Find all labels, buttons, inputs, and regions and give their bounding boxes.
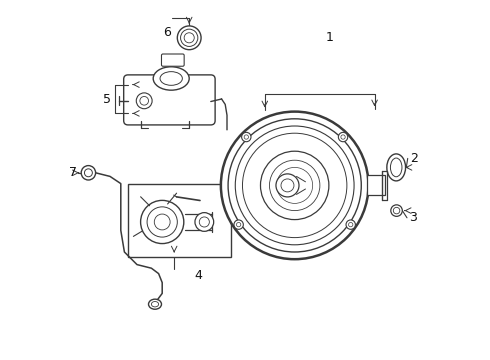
Circle shape	[140, 96, 148, 105]
Ellipse shape	[148, 299, 162, 309]
Circle shape	[261, 151, 329, 220]
Circle shape	[136, 93, 152, 109]
Circle shape	[348, 222, 353, 227]
Circle shape	[270, 160, 320, 211]
Circle shape	[141, 201, 184, 244]
Circle shape	[391, 205, 402, 216]
Circle shape	[147, 207, 177, 237]
Text: 2: 2	[410, 152, 418, 165]
Text: 4: 4	[194, 269, 202, 282]
Circle shape	[346, 220, 355, 229]
FancyBboxPatch shape	[162, 54, 184, 66]
Circle shape	[84, 169, 92, 177]
Circle shape	[277, 167, 313, 203]
Circle shape	[180, 29, 198, 46]
Circle shape	[244, 135, 248, 139]
Ellipse shape	[391, 158, 402, 177]
Circle shape	[184, 33, 194, 43]
Bar	[367, 175, 385, 195]
Ellipse shape	[153, 67, 189, 90]
Circle shape	[228, 119, 361, 252]
Circle shape	[195, 213, 214, 231]
Circle shape	[81, 166, 96, 180]
Ellipse shape	[387, 154, 406, 181]
Circle shape	[177, 26, 201, 50]
Circle shape	[242, 132, 251, 142]
Ellipse shape	[151, 302, 159, 307]
Text: 7: 7	[69, 166, 77, 179]
Circle shape	[243, 133, 347, 238]
Circle shape	[339, 132, 348, 142]
Circle shape	[281, 179, 294, 192]
Text: 1: 1	[326, 31, 334, 44]
Circle shape	[235, 126, 354, 245]
Circle shape	[393, 207, 400, 214]
Circle shape	[237, 222, 241, 227]
Ellipse shape	[160, 72, 182, 85]
Circle shape	[341, 135, 345, 139]
Circle shape	[221, 112, 368, 259]
Circle shape	[199, 217, 209, 227]
Text: 5: 5	[103, 93, 112, 105]
Circle shape	[276, 174, 299, 197]
Circle shape	[234, 220, 244, 229]
Circle shape	[154, 214, 170, 230]
Text: 6: 6	[163, 26, 171, 39]
Text: 3: 3	[410, 211, 417, 224]
FancyBboxPatch shape	[123, 75, 215, 125]
Bar	[128, 184, 231, 257]
